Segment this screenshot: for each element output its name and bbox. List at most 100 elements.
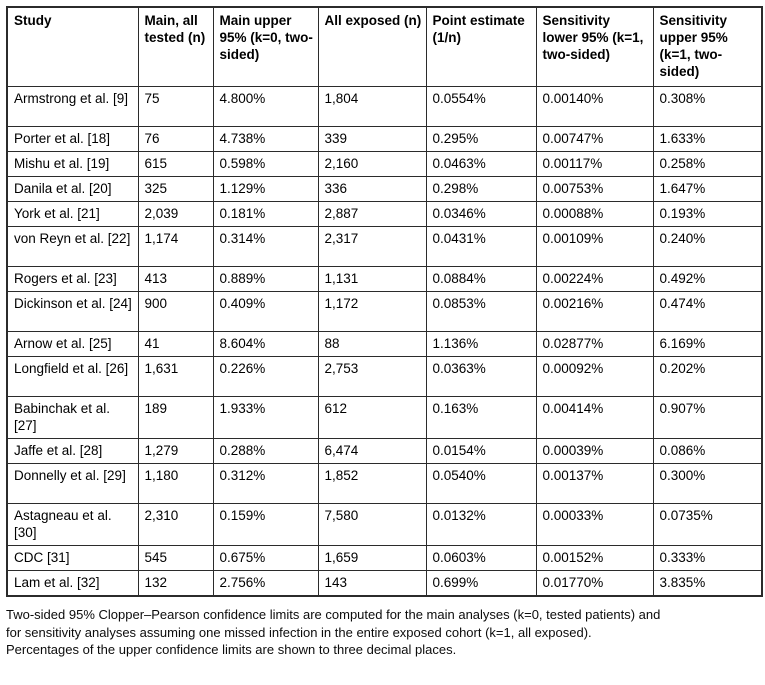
value-cell: 339 [317,126,427,152]
value-cell: 0.675% [212,545,319,571]
value-cell: 7,580 [317,503,427,546]
table-row: Danila et al. [20] 325 1.129% 336 0.298% 0.00… [6,176,763,202]
value-cell: 4.738% [212,126,319,152]
column-header-sensitivity-lower-95: Sensitivity lower 95% (k=1, two-sided) [535,6,654,87]
footnote-line: Two-sided 95% Clopper–Pearson confidence… [6,607,661,622]
study-cell: Babinchak et al. [27] [6,396,139,439]
value-cell: 2,310 [137,503,214,546]
value-cell: 0.00152% [535,545,654,571]
value-cell: 0.492% [652,266,763,292]
value-cell: 0.240% [652,226,763,267]
value-cell: 0.00092% [535,356,654,397]
value-cell: 2,753 [317,356,427,397]
value-cell: 0.409% [212,291,319,332]
table-row: Porter et al. [18] 76 4.738% 339 0.295% 0.007… [6,126,763,152]
study-cell: CDC [31] [6,545,139,571]
value-cell: 1.136% [425,331,537,357]
value-cell: 413 [137,266,214,292]
table-row: Dickinson et al. [24] 900 0.409% 1,172 0.085… [6,291,763,332]
value-cell: 0.0431% [425,226,537,267]
study-cell: Danila et al. [20] [6,176,139,202]
study-cell: Porter et al. [18] [6,126,139,152]
value-cell: 143 [317,570,427,597]
table-row: York et al. [21] 2,039 0.181% 2,887 0.0346% 0… [6,201,763,227]
table-row: Longfield et al. [26] 1,631 0.226% 2,753 0.0… [6,356,763,397]
table-row: Babinchak et al. [27] 189 1.933% 612 0.163% 0… [6,396,763,439]
value-cell: 0.0853% [425,291,537,332]
value-cell: 0.907% [652,396,763,439]
value-cell: 0.0540% [425,463,537,504]
value-cell: 0.0346% [425,201,537,227]
study-cell: York et al. [21] [6,201,139,227]
value-cell: 0.0132% [425,503,537,546]
value-cell: 0.02877% [535,331,654,357]
value-cell: 0.288% [212,438,319,464]
table-row: Mishu et al. [19] 615 0.598% 2,160 0.0463% 0.… [6,151,763,177]
value-cell: 0.0363% [425,356,537,397]
value-cell: 615 [137,151,214,177]
value-cell: 75 [137,86,214,127]
column-header-main-all-tested: Main, all tested (n) [137,6,214,87]
value-cell: 0.0603% [425,545,537,571]
value-cell: 0.086% [652,438,763,464]
value-cell: 3.835% [652,570,763,597]
value-cell: 2,887 [317,201,427,227]
value-cell: 0.00224% [535,266,654,292]
value-cell: 0.00140% [535,86,654,127]
value-cell: 0.00137% [535,463,654,504]
value-cell: 1,279 [137,438,214,464]
value-cell: 0.258% [652,151,763,177]
study-cell: Rogers et al. [23] [6,266,139,292]
footnote-line: Percentages of the upper confidence limi… [6,642,457,657]
value-cell: 1.129% [212,176,319,202]
value-cell: 1.633% [652,126,763,152]
table-row: Lam et al. [32] 132 2.756% 143 0.699% 0.01770… [6,570,763,597]
study-cell: Arnow et al. [25] [6,331,139,357]
value-cell: 0.202% [652,356,763,397]
value-cell: 1,180 [137,463,214,504]
value-cell: 1,804 [317,86,427,127]
value-cell: 0.295% [425,126,537,152]
value-cell: 612 [317,396,427,439]
value-cell: 0.0463% [425,151,537,177]
value-cell: 2,160 [317,151,427,177]
value-cell: 189 [137,396,214,439]
study-cell: Dickinson et al. [24] [6,291,139,332]
table-row: Rogers et al. [23] 413 0.889% 1,131 0.0884% 0… [6,266,763,292]
value-cell: 0.598% [212,151,319,177]
table-row: Jaffe et al. [28] 1,279 0.288% 6,474 0.0154%… [6,438,763,464]
value-cell: 0.00109% [535,226,654,267]
value-cell: 0.00747% [535,126,654,152]
value-cell: 0.00753% [535,176,654,202]
value-cell: 0.333% [652,545,763,571]
study-cell: Mishu et al. [19] [6,151,139,177]
study-cell: Astagneau et al. [30] [6,503,139,546]
value-cell: 41 [137,331,214,357]
value-cell: 0.300% [652,463,763,504]
footnote-line: for sensitivity analyses assuming one mi… [6,624,592,640]
table-footnote: Two-sided 95% Clopper–Pearson confidence… [6,606,760,659]
value-cell: 1,659 [317,545,427,571]
table-row: CDC [31] 545 0.675% 1,659 0.0603% 0.00152% 0.3… [6,545,763,571]
value-cell: 76 [137,126,214,152]
column-header-all-exposed: All exposed (n) [317,6,427,87]
value-cell: 2,039 [137,201,214,227]
value-cell: 1,131 [317,266,427,292]
study-cell: Longfield et al. [26] [6,356,139,397]
value-cell: 0.163% [425,396,537,439]
value-cell: 0.0735% [652,503,763,546]
value-cell: 1,631 [137,356,214,397]
column-header-point-estimate: Point estimate (1/n) [425,6,537,87]
table-row: Arnow et al. [25] 41 8.604% 88 1.136% 0.02877… [6,331,763,357]
value-cell: 0.01770% [535,570,654,597]
value-cell: 0.308% [652,86,763,127]
value-cell: 0.699% [425,570,537,597]
value-cell: 0.193% [652,201,763,227]
value-cell: 325 [137,176,214,202]
value-cell: 6.169% [652,331,763,357]
value-cell: 0.226% [212,356,319,397]
value-cell: 0.312% [212,463,319,504]
value-cell: 1.933% [212,396,319,439]
value-cell: 6,474 [317,438,427,464]
